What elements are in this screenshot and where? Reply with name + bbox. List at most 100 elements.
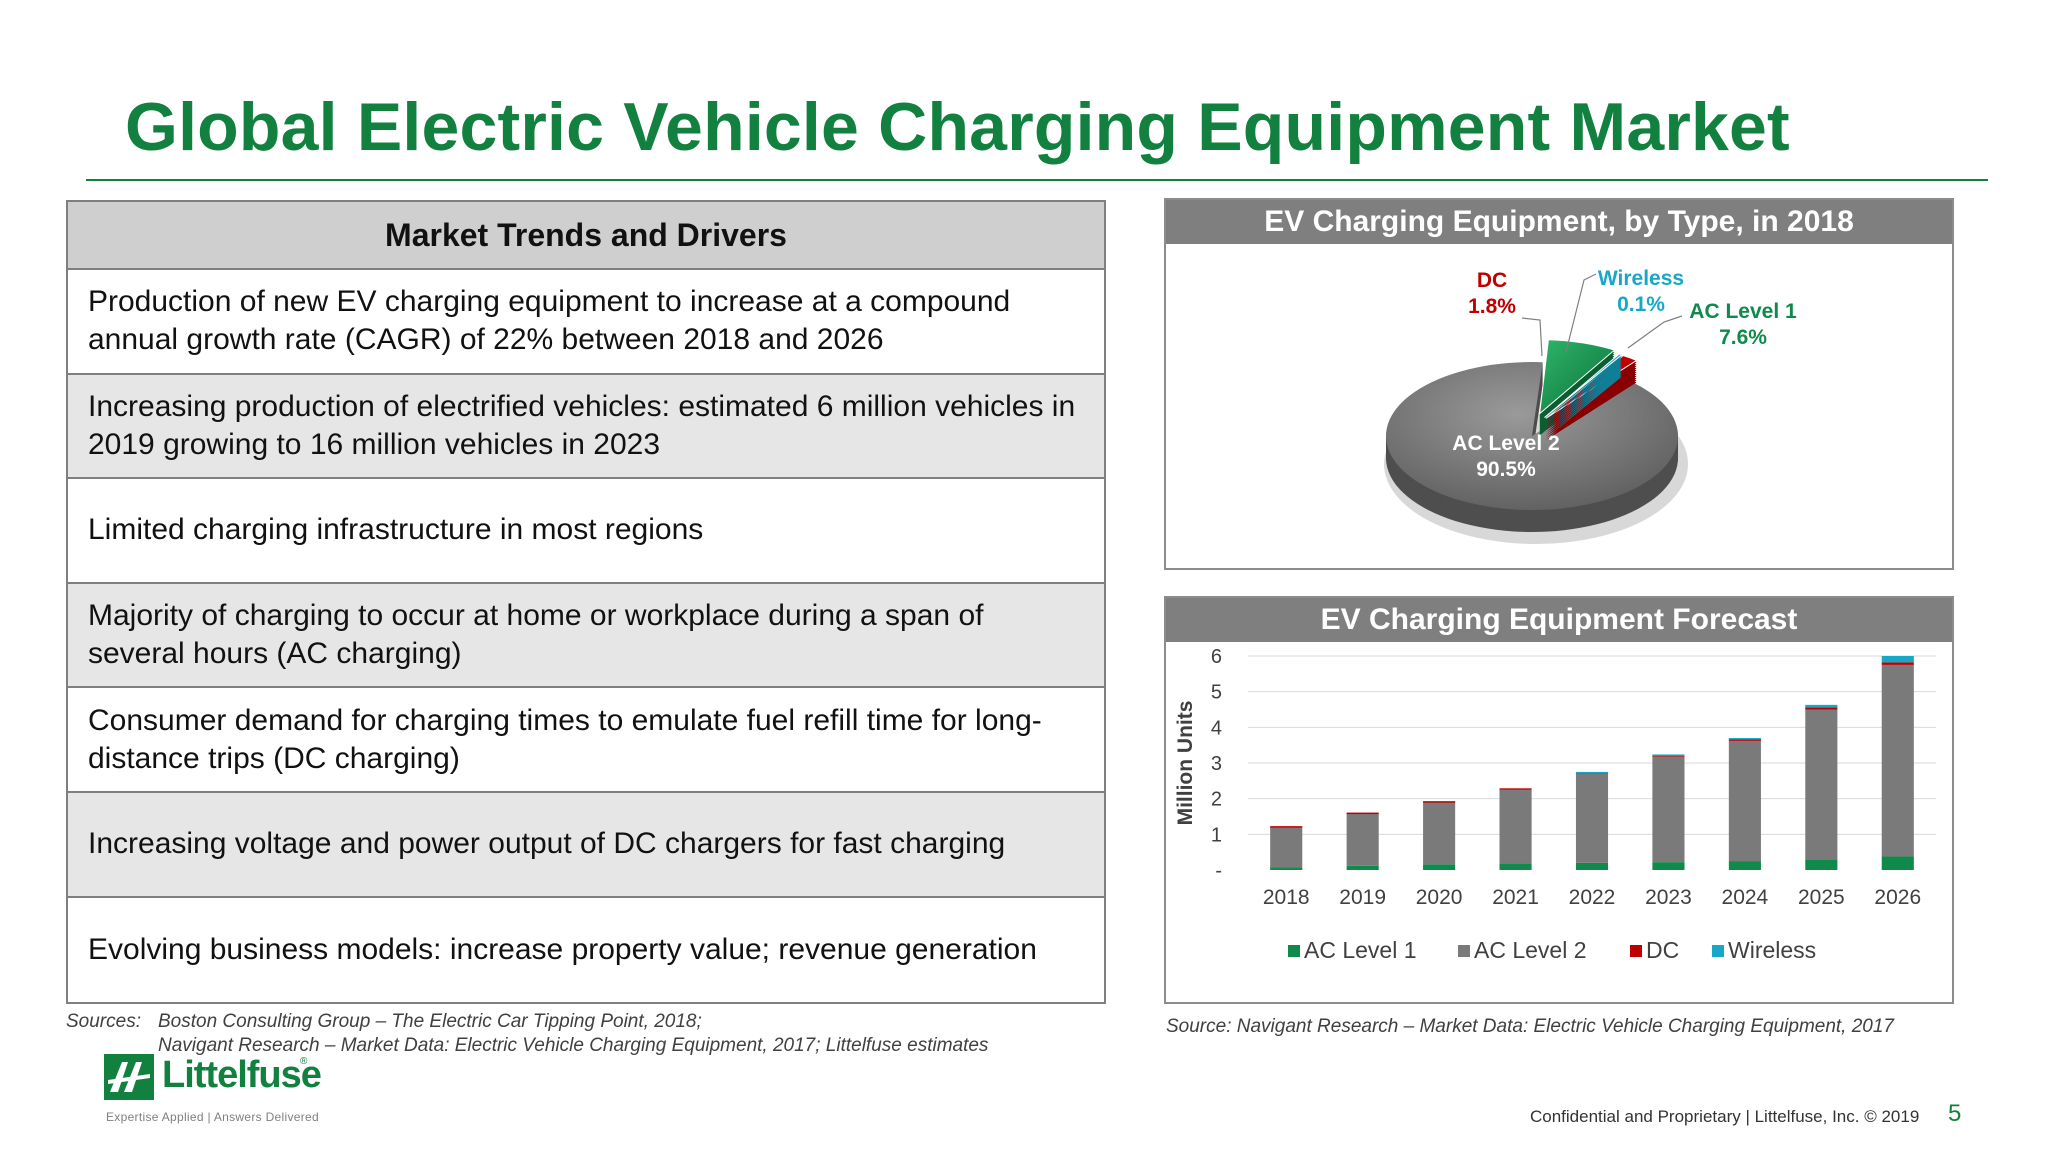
bar-wireless-2026 — [1881, 656, 1914, 663]
bar-chart-title: EV Charging Equipment Forecast — [1166, 598, 1952, 642]
source-right: Source: Navigant Research – Market Data:… — [1166, 1016, 1895, 1037]
trend-row: Consumer demand for charging times to em… — [68, 688, 1104, 793]
bar-ac-level-1-2020 — [1423, 864, 1456, 870]
y-tick-label: 5 — [1211, 682, 1222, 704]
pie-slice-wireless — [1544, 353, 1623, 440]
legend-item-wireless: Wireless — [1712, 937, 1816, 963]
bar-ac-level-2-2023 — [1652, 756, 1685, 863]
bar-ac-level-2-2020 — [1423, 802, 1456, 865]
x-tick-label: 2025 — [1798, 886, 1845, 909]
x-tick-label: 2019 — [1339, 886, 1386, 909]
bar-wireless-2023 — [1652, 754, 1685, 756]
legend-item-ac-level-2: AC Level 2 — [1458, 937, 1587, 963]
x-tick-label: 2021 — [1492, 886, 1539, 909]
sources-left: Sources: Boston Consulting Group – The El… — [66, 1010, 1106, 1058]
bar-ac-level-1-2024 — [1728, 861, 1761, 870]
pie-ac-level-1-value: 7.6% — [1719, 326, 1767, 349]
bar-ac-level-1-2023 — [1652, 862, 1685, 870]
bar-dc-2019 — [1346, 812, 1379, 815]
bar-ac-level-2-2026 — [1881, 664, 1914, 857]
bar-ac-level-1-2022 — [1575, 862, 1609, 870]
sources-label: Sources: — [66, 1011, 141, 1032]
y-tick-label: 4 — [1211, 717, 1222, 739]
y-tick-label: 6 — [1211, 646, 1222, 668]
pie-ac-level-1-label: AC Level 1 — [1689, 300, 1797, 323]
pie-slice-ac-level-2 — [1386, 362, 1678, 532]
bar-dc-2018 — [1270, 826, 1303, 828]
pie-wireless-label: Wireless — [1598, 267, 1684, 290]
pie-dc-value: 1.8% — [1468, 295, 1516, 318]
source-line-1: Boston Consulting Group – The Electric C… — [158, 1011, 702, 1032]
pie-dc-label: DC — [1477, 269, 1507, 292]
pie-chart-panel: EV Charging Equipment, by Type, in 2018 … — [1164, 198, 1954, 570]
logo-tagline: Expertise Applied | Answers Delivered — [106, 1110, 319, 1124]
title-divider — [86, 179, 1988, 181]
x-tick-label: 2022 — [1569, 886, 1616, 909]
legend-label-ac-level-2: AC Level 2 — [1474, 937, 1587, 963]
bar-ac-level-2-2024 — [1728, 740, 1761, 862]
trend-row: Increasing production of electrified veh… — [68, 374, 1104, 480]
pie-wireless-value: 0.1% — [1617, 293, 1665, 316]
legend-label-wireless: Wireless — [1728, 937, 1816, 963]
y-tick-label: 3 — [1211, 753, 1222, 775]
bar-ac-level-1-2019 — [1346, 865, 1379, 870]
bar-wireless-2025 — [1805, 704, 1838, 708]
market-trends-header: Market Trends and Drivers — [68, 202, 1104, 270]
x-tick-label: 2024 — [1722, 886, 1769, 909]
pie-chart: AC Level 2 90.5% DC 1.8% Wireless 0.1% AC Leve… — [1384, 267, 1797, 544]
legend-item-dc: DC — [1630, 937, 1679, 963]
legend-swatch-ac-level-2 — [1458, 945, 1470, 957]
bar-ac-level-1-2021 — [1499, 863, 1532, 870]
bar-ac-level-1-2026 — [1881, 856, 1914, 870]
confidential-footer: Confidential and Proprietary | Littelfus… — [1530, 1107, 1920, 1126]
legend-label-dc: DC — [1646, 937, 1679, 963]
pie-dc-leader — [1521, 317, 1543, 357]
trend-row: Increasing voltage and power output of D… — [68, 792, 1104, 898]
littelfuse-logo: Littelfuse ® Expertise Applied | Answers… — [104, 1054, 344, 1129]
y-axis-label: Million Units — [1174, 701, 1197, 826]
pie-ac-level-2-label: AC Level 2 — [1452, 432, 1559, 455]
bar-wireless-2022 — [1575, 771, 1609, 774]
bar-ac-level-1-2025 — [1805, 859, 1838, 870]
x-tick-label: 2023 — [1645, 886, 1692, 909]
logo-registered: ® — [300, 1056, 308, 1067]
source-line-2: Navigant Research – Market Data: Electri… — [158, 1035, 989, 1056]
slide-title: Global Electric Vehicle Charging Equipme… — [125, 89, 1790, 165]
y-tick-label: - — [1215, 860, 1222, 882]
trend-row: Evolving business models: increase prope… — [88, 932, 1037, 966]
bar-ac-level-1-2018 — [1270, 867, 1303, 870]
bar-ac-level-2-2021 — [1499, 789, 1532, 864]
trend-row: Production of new EV charging equipment … — [68, 270, 1104, 375]
trend-row: Majority of charging to occur at home or… — [68, 583, 1104, 689]
legend-swatch-wireless — [1712, 945, 1724, 957]
trend-row: Limited charging infrastructure in most … — [68, 479, 1104, 584]
x-tick-label: 2020 — [1416, 886, 1463, 909]
pie-ac-level-2-value: 90.5% — [1476, 458, 1536, 481]
legend-swatch-dc — [1630, 945, 1642, 957]
bar-wireless-2024 — [1728, 738, 1761, 740]
pie-ac-level-1-leader — [1627, 315, 1683, 349]
y-tick-label: 1 — [1211, 824, 1222, 846]
pie-wireless-leader — [1565, 273, 1597, 353]
bar-dc-2021 — [1499, 788, 1532, 790]
bar-dc-2024 — [1728, 739, 1761, 741]
bar-chart: - 1 2 3 4 5 6 Million Units 2018 2019 2020 2021 2022… — [1174, 646, 1936, 963]
bar-dc-2025 — [1805, 707, 1838, 710]
littelfuse-logo-icon — [104, 1054, 154, 1100]
page-number: 5 — [1948, 1100, 1962, 1127]
bar-dc-2020 — [1423, 801, 1456, 803]
bar-chart-panel: EV Charging Equipment Forecast - 1 2 3 4 5 6 Mi… — [1164, 596, 1954, 1004]
bar-ac-level-2-2018 — [1270, 827, 1303, 868]
bar-ac-level-2-2025 — [1805, 709, 1838, 860]
pie-chart-title: EV Charging Equipment, by Type, in 2018 — [1166, 200, 1952, 244]
x-tick-label: 2026 — [1874, 886, 1921, 909]
legend-swatch-ac-level-1 — [1288, 945, 1300, 957]
y-tick-label: 2 — [1211, 789, 1222, 811]
bar-dc-2026 — [1881, 662, 1914, 665]
legend-label-ac-level-1: AC Level 1 — [1304, 937, 1417, 963]
legend-item-ac-level-1: AC Level 1 — [1288, 937, 1417, 963]
logo-wordmark: Littelfuse — [162, 1054, 322, 1096]
bar-ac-level-2-2022 — [1575, 773, 1609, 863]
bar-ac-level-2-2019 — [1346, 813, 1379, 866]
market-trends-table: Market Trends and Drivers Production of … — [66, 200, 1106, 1004]
